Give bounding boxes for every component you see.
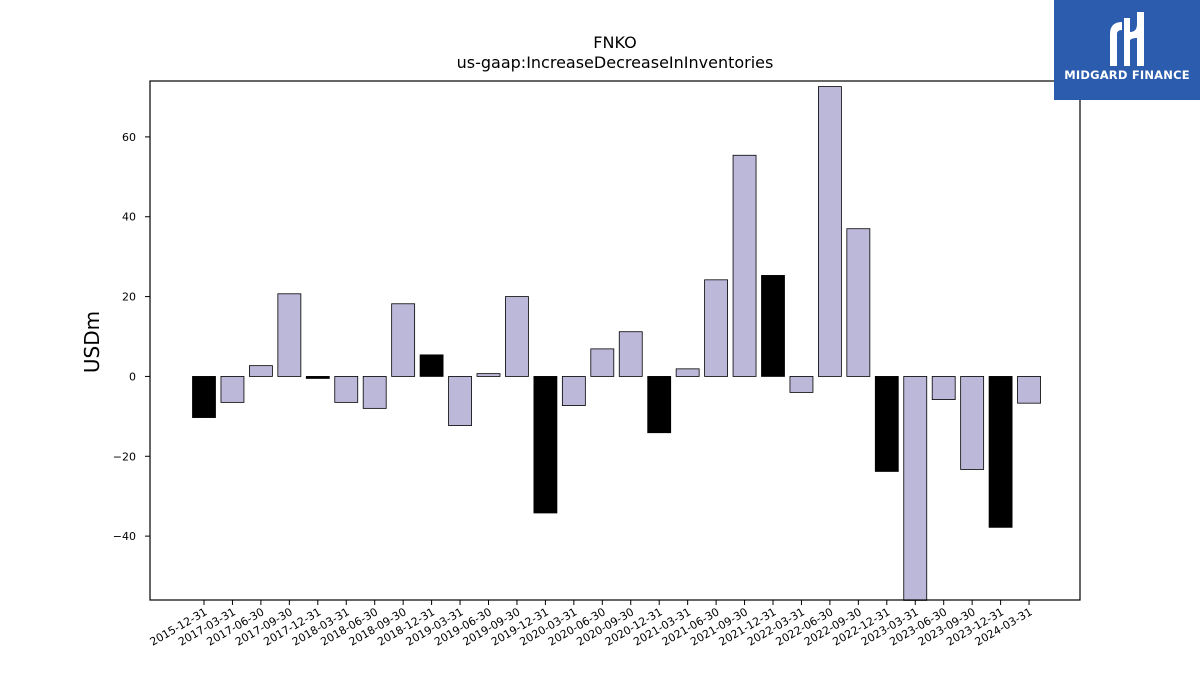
- plot-frame: [149, 80, 1081, 601]
- bar-2023-03-31: [903, 376, 928, 601]
- y-tick-label: 20: [122, 291, 136, 304]
- bar-2015-12-31: [192, 376, 216, 418]
- bar-2017-06-30: [248, 365, 273, 377]
- bar-2021-12-31: [761, 275, 785, 377]
- bar-2020-06-30: [590, 348, 615, 377]
- bar-2023-09-30: [960, 376, 985, 470]
- y-tick-label: 40: [122, 211, 136, 224]
- bar-2022-06-30: [818, 86, 842, 377]
- chart-title: FNKO: [593, 33, 636, 52]
- x-axis: 2015-12-312017-03-312017-06-302017-09-30…: [148, 600, 1035, 649]
- bar-2021-09-30: [732, 154, 757, 377]
- bar-2020-12-31: [647, 376, 672, 434]
- bar-2019-06-30: [476, 373, 501, 377]
- y-tick-label: −20: [113, 450, 136, 463]
- y-tick-label: 60: [122, 131, 136, 144]
- bar-2020-09-30: [618, 331, 643, 377]
- bar-2021-03-31: [675, 368, 700, 377]
- y-axis: −40 −20 0 20 40 60: [113, 131, 150, 543]
- bar-2022-12-31: [874, 376, 899, 472]
- y-axis-label: USDm: [80, 311, 104, 373]
- bar-2018-09-30: [391, 303, 416, 377]
- y-tick-label: −40: [113, 530, 136, 543]
- bar-2023-06-30: [931, 376, 956, 400]
- bar-2024-03-31: [1017, 376, 1041, 404]
- bar-2019-12-31: [533, 376, 558, 514]
- bar-2022-03-31: [789, 376, 814, 393]
- bar-2020-03-31: [561, 376, 586, 406]
- bar-2017-09-30: [277, 293, 302, 377]
- bar-2022-09-30: [846, 228, 871, 377]
- brand-logo: MIDGARD FINANCE: [1054, 0, 1200, 100]
- bar-2021-06-30: [704, 279, 728, 377]
- bar-2023-12-31: [988, 376, 1013, 528]
- bar-2017-03-31: [220, 376, 245, 403]
- brand-name: MIDGARD FINANCE: [1064, 68, 1190, 82]
- bar-2018-06-30: [362, 376, 387, 409]
- bar-2018-12-31: [419, 354, 444, 377]
- y-tick-label: 0: [129, 370, 136, 383]
- bar-2019-03-31: [448, 376, 472, 426]
- bar-2019-09-30: [505, 296, 529, 377]
- bar-2018-03-31: [334, 376, 359, 403]
- bar-2017-12-31: [305, 376, 330, 379]
- bars-group: [192, 86, 1041, 601]
- midgard-mark-icon: [1110, 12, 1144, 66]
- chart-subtitle: us-gaap:IncreaseDecreaseInInventories: [457, 53, 774, 72]
